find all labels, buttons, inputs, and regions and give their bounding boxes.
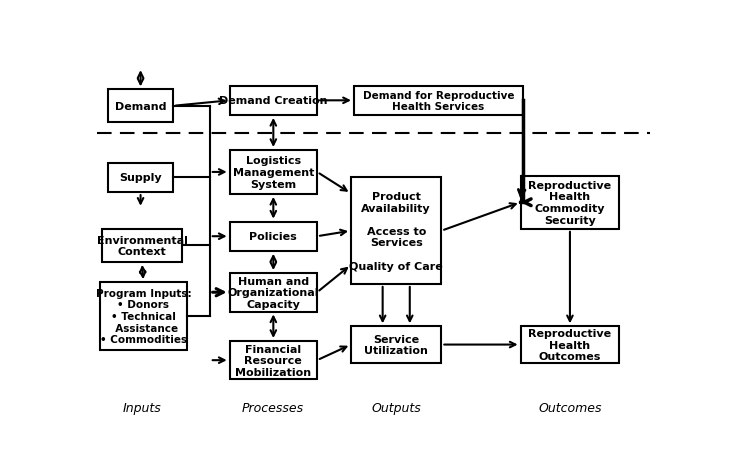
FancyBboxPatch shape xyxy=(521,327,620,363)
Text: Service
Utilization: Service Utilization xyxy=(364,334,428,356)
Text: Supply: Supply xyxy=(120,173,162,183)
FancyBboxPatch shape xyxy=(230,87,317,116)
Text: Inputs: Inputs xyxy=(122,401,161,414)
Text: Reproductive
Health
Commodity
Security: Reproductive Health Commodity Security xyxy=(529,180,612,225)
Text: Demand for Reproductive
Health Services: Demand for Reproductive Health Services xyxy=(363,90,515,112)
FancyBboxPatch shape xyxy=(230,150,317,195)
Text: Demand Creation: Demand Creation xyxy=(219,96,327,106)
FancyBboxPatch shape xyxy=(351,178,442,284)
FancyBboxPatch shape xyxy=(521,176,620,229)
Text: Product
Availability

Access to
Services

Quality of Care: Product Availability Access to Services … xyxy=(349,191,443,271)
FancyBboxPatch shape xyxy=(230,341,317,380)
Text: Program Inputs:
• Donors
• Technical
  Assistance
• Commodities: Program Inputs: • Donors • Technical Ass… xyxy=(95,288,191,345)
Text: Processes: Processes xyxy=(242,401,304,414)
FancyBboxPatch shape xyxy=(102,229,182,262)
Text: Logistics
Management
System: Logistics Management System xyxy=(233,156,314,189)
Text: Outputs: Outputs xyxy=(371,401,421,414)
FancyBboxPatch shape xyxy=(354,87,523,116)
FancyBboxPatch shape xyxy=(108,163,173,193)
Text: Reproductive
Health
Outcomes: Reproductive Health Outcomes xyxy=(529,328,612,361)
Text: Human and
Organizational
Capacity: Human and Organizational Capacity xyxy=(227,276,319,309)
FancyBboxPatch shape xyxy=(230,222,317,251)
Text: Environmental
Context: Environmental Context xyxy=(96,235,187,257)
Text: Demand: Demand xyxy=(114,101,166,111)
FancyBboxPatch shape xyxy=(108,90,173,123)
FancyBboxPatch shape xyxy=(100,283,187,350)
FancyBboxPatch shape xyxy=(230,273,317,312)
Text: Financial
Resource
Mobilization: Financial Resource Mobilization xyxy=(235,344,311,377)
Text: Outcomes: Outcomes xyxy=(539,401,602,414)
Text: Policies: Policies xyxy=(249,232,297,242)
FancyBboxPatch shape xyxy=(351,327,442,363)
